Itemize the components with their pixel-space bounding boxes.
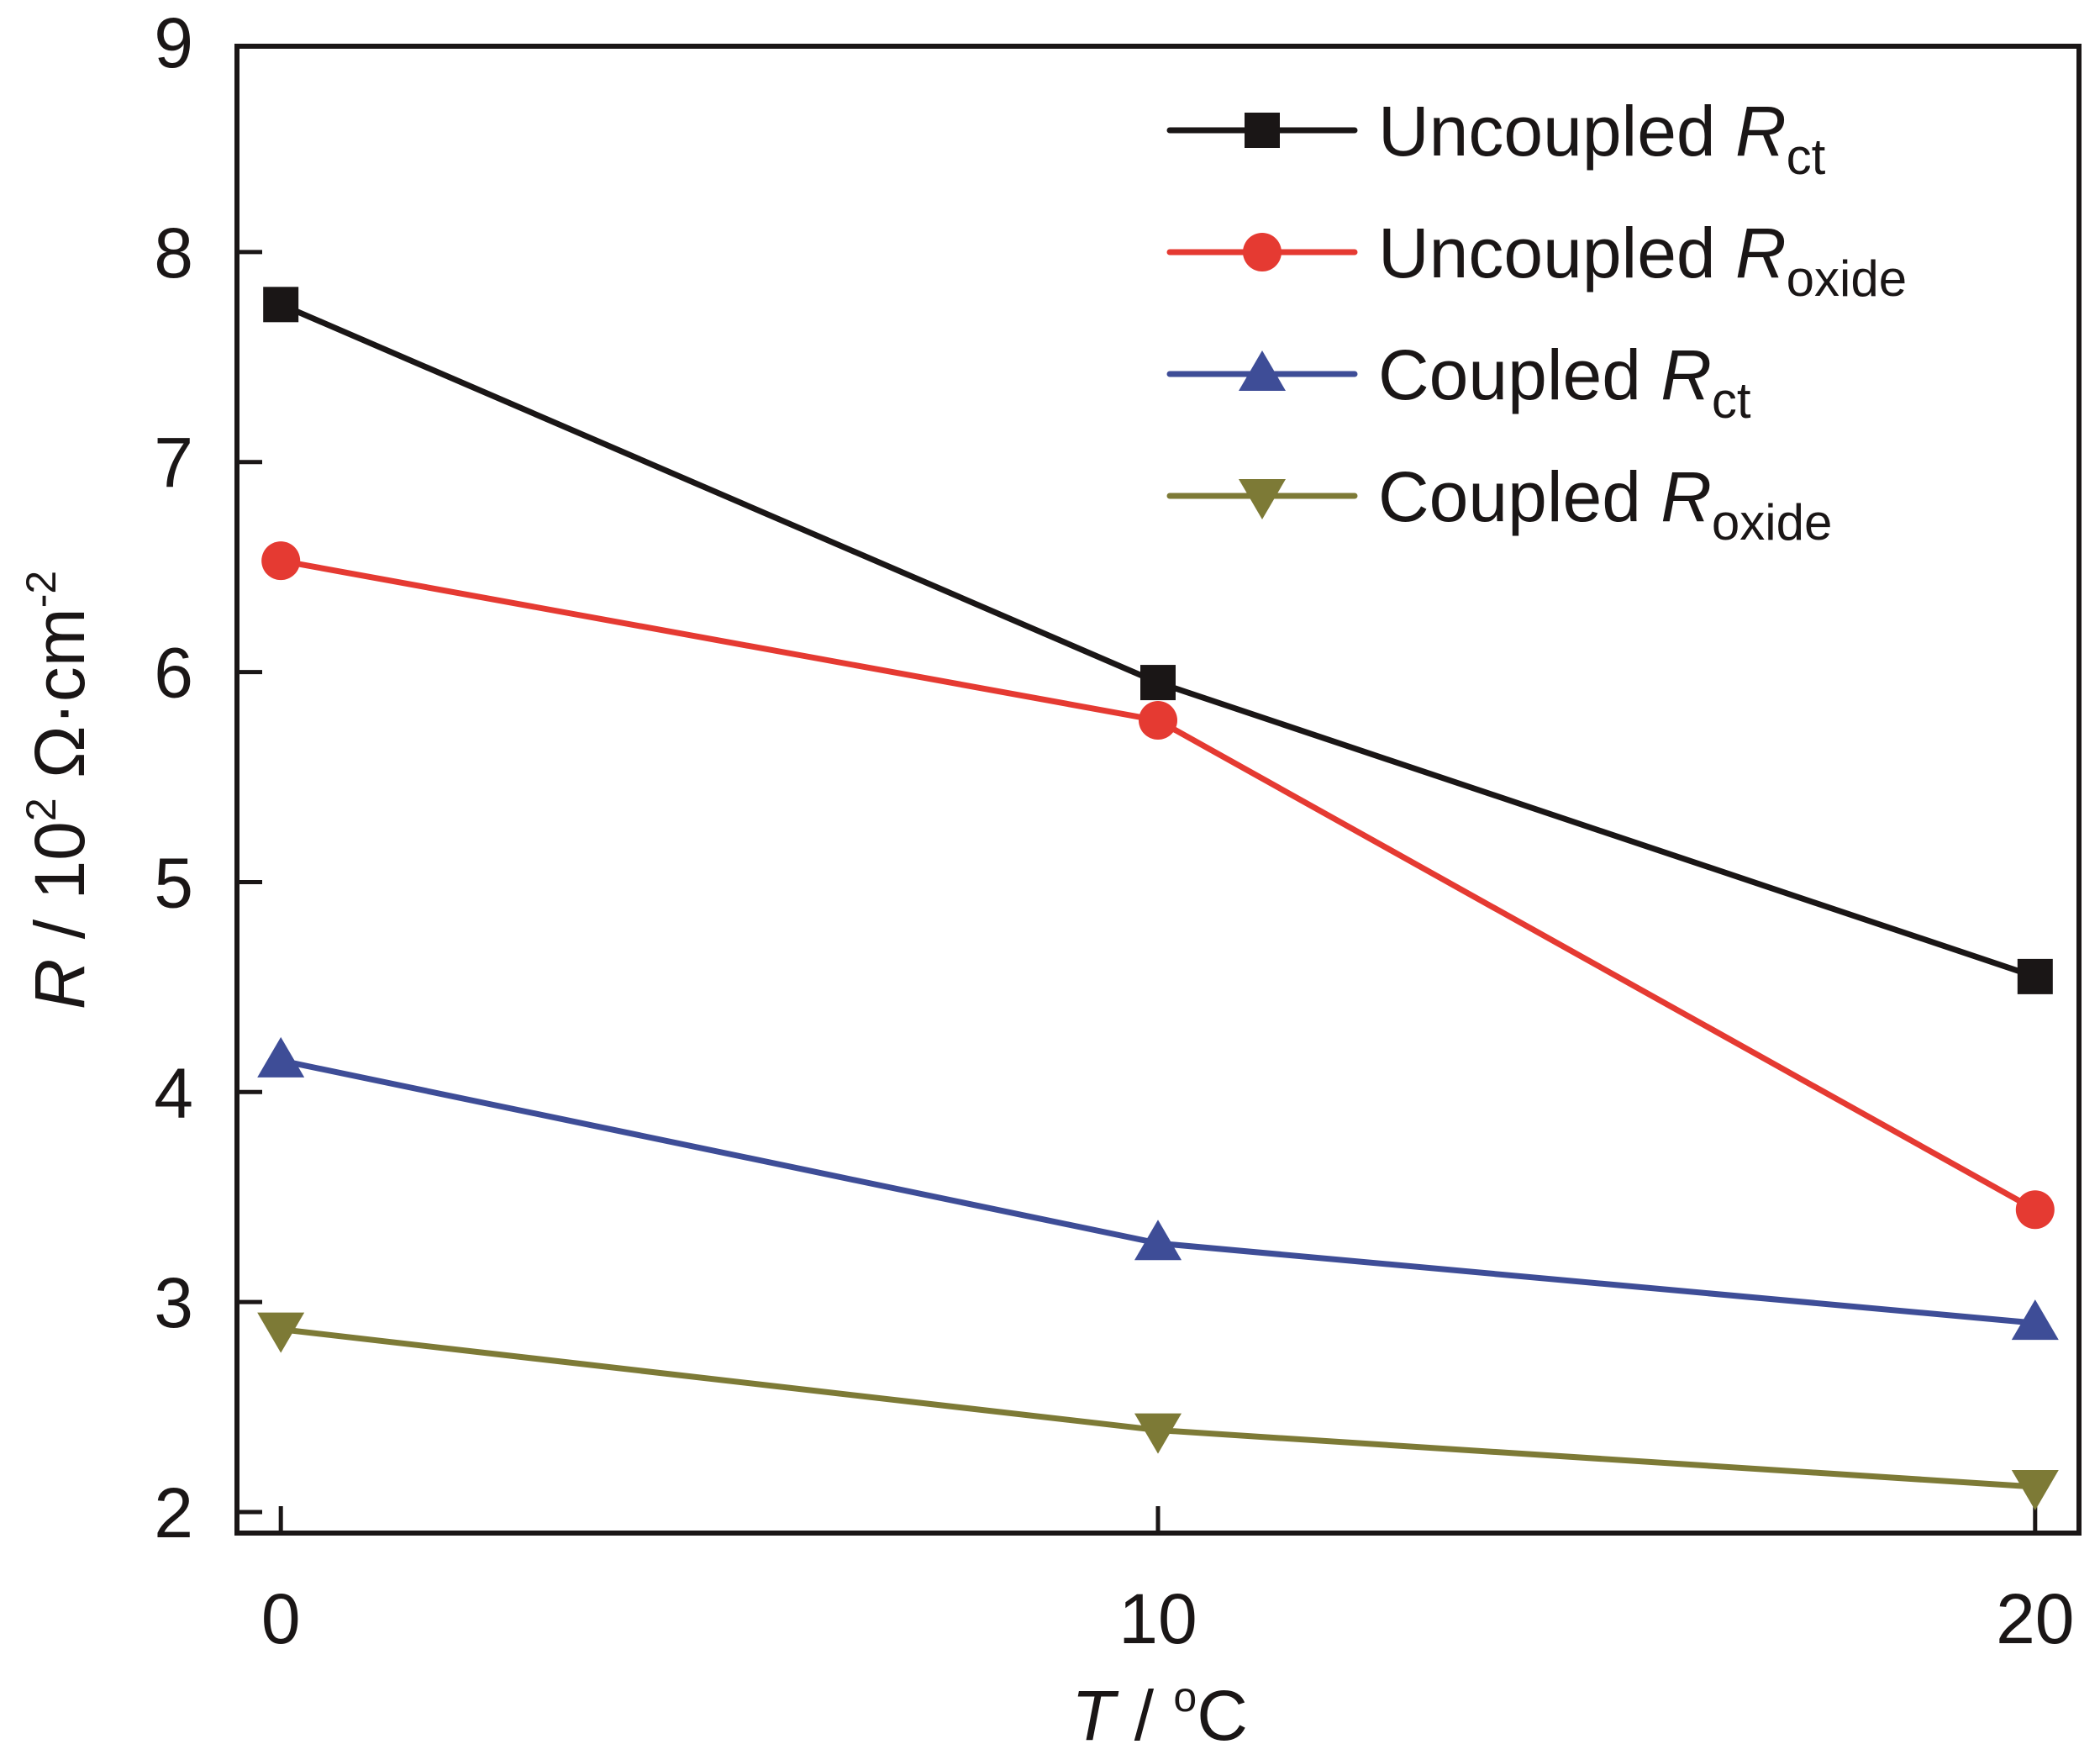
ticks: 2 3 4 5 6 7 8 9 0 10 20 <box>154 3 2074 1658</box>
legend-label: Coupled Rct <box>1378 335 1751 429</box>
data-point <box>2017 958 2053 994</box>
legend-label-sub: ct <box>1712 372 1751 429</box>
legend-marker <box>1245 113 1280 148</box>
legend-label-main: Uncoupled <box>1378 213 1735 292</box>
legend-label-sub: oxide <box>1787 250 1907 307</box>
legend-marker <box>1239 479 1286 519</box>
data-point <box>2011 1299 2059 1341</box>
data-point <box>2015 1190 2055 1230</box>
y-tick-label: 6 <box>154 634 193 713</box>
legend-label-sub: ct <box>1787 129 1826 185</box>
series-uncoupled-rct <box>263 287 2053 994</box>
legend-item: Uncoupled Roxide <box>1166 213 1907 307</box>
y-tick-label: 7 <box>154 424 193 503</box>
data-point <box>257 1036 305 1078</box>
legend-label-main: Uncoupled <box>1378 92 1735 171</box>
legend-label-r: R <box>1735 92 1787 171</box>
y-tick-label: 8 <box>154 213 193 292</box>
y-tick-label: 2 <box>154 1473 193 1552</box>
x-tick-label: 0 <box>261 1579 301 1658</box>
series-line <box>280 557 2037 1213</box>
series-coupled-rct <box>257 1036 2059 1341</box>
y-tick-label: 9 <box>154 3 193 82</box>
data-point <box>261 541 301 581</box>
legend-label-r: R <box>1661 335 1712 414</box>
legend-label: Uncoupled Roxide <box>1378 213 1907 307</box>
y-tick-label: 4 <box>154 1053 193 1132</box>
y-axis-title: R / 102 Ω·cm-2 <box>18 571 99 1009</box>
x-tick-label: 10 <box>1118 1579 1197 1658</box>
legend-item: Coupled Rct <box>1166 335 1751 429</box>
legend-marker <box>1243 233 1282 271</box>
legend-label: Coupled Roxide <box>1378 457 1832 551</box>
data-point <box>1134 1413 1182 1454</box>
x-tick-label: 20 <box>1996 1579 2074 1658</box>
legend-label-sub: oxide <box>1712 494 1832 551</box>
y-tick-label: 3 <box>154 1263 193 1342</box>
x-axis-title: T / oC <box>1071 1673 1248 1755</box>
legend-item: Coupled Roxide <box>1166 457 1832 551</box>
data-point <box>263 287 299 323</box>
data-point <box>1134 1220 1182 1261</box>
series-coupled-roxide <box>257 1312 2059 1511</box>
legend-label-main: Coupled <box>1378 335 1661 414</box>
legend-item: Uncoupled Rct <box>1166 92 1826 185</box>
legend-label-r: R <box>1735 213 1787 292</box>
series-line <box>280 1057 2036 1326</box>
legend-marker <box>1239 350 1286 391</box>
data-point <box>1140 665 1176 701</box>
legend-label-r: R <box>1661 457 1712 536</box>
legend-label: Uncoupled Rct <box>1378 92 1826 185</box>
data-point <box>1139 701 1177 740</box>
series-line <box>280 1326 2036 1490</box>
data-point <box>257 1312 305 1353</box>
series-layer <box>257 287 2059 1511</box>
data-point <box>2011 1470 2059 1511</box>
series-uncoupled-roxide <box>261 541 2055 1230</box>
y-tick-label: 5 <box>154 843 193 922</box>
series-line <box>279 302 2036 980</box>
legend-label-main: Coupled <box>1378 457 1661 536</box>
